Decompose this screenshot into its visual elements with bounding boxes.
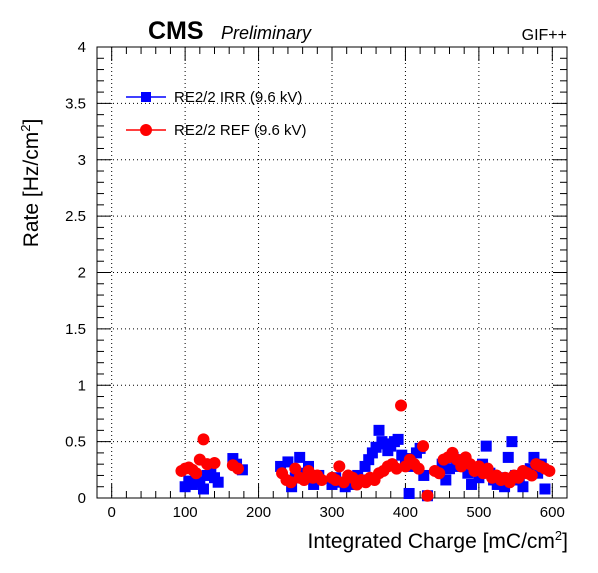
y-tick-label: 1.5 [65, 321, 86, 338]
y-tick-label: 0.5 [65, 434, 86, 451]
irr-data-point [539, 483, 551, 495]
x-tick-label: 600 [540, 504, 565, 521]
grid-lines [97, 46, 567, 499]
irr-data-point [275, 460, 287, 472]
irr-data-point [282, 456, 294, 468]
irr-data-point [212, 476, 224, 488]
irr-data-point [366, 447, 378, 459]
preliminary-label: Preliminary [221, 23, 312, 43]
cms-label: CMS [148, 17, 204, 45]
irr-data-point [308, 478, 320, 490]
ref-data-point [333, 460, 346, 473]
irr-data-point [528, 451, 540, 463]
irr-data-point [418, 469, 430, 481]
legend-irr-label: RE2/2 IRR (9.6 kV) [174, 89, 302, 106]
y-tick-label: 0 [78, 490, 86, 507]
irr-data-point [466, 478, 478, 490]
ref-data-point [289, 462, 302, 475]
ref-data-point [481, 462, 494, 475]
y-tick-label: 2.5 [65, 208, 86, 225]
ref-data-point [190, 467, 203, 480]
x-tick-label: 200 [246, 504, 271, 521]
irr-data-point [440, 474, 452, 486]
ref-data-point [315, 473, 328, 486]
ref-data-point [417, 440, 430, 453]
irr-data-point [473, 472, 485, 484]
y-axis-ticks: 0 0.5 1 1.5 2 2.5 3 3.5 4 [65, 39, 567, 507]
header-labels: CMS Preliminary GIF++ [148, 17, 567, 45]
irr-data-point [186, 478, 198, 490]
irr-data-point [462, 467, 474, 479]
x-tick-label: 0 [108, 504, 116, 521]
ref-data-point [412, 462, 425, 475]
irr-data-point [227, 453, 239, 465]
x-tick-label: 300 [319, 504, 344, 521]
irr-data-point [517, 481, 529, 493]
irr-data-point [403, 487, 415, 499]
ref-data-point [395, 399, 408, 412]
y-tick-label: 4 [78, 39, 86, 56]
x-tick-label: 500 [466, 504, 491, 521]
ref-data-point [543, 464, 556, 477]
axes [96, 46, 568, 499]
legend-ref-marker [140, 124, 152, 136]
irr-data-point [444, 463, 455, 475]
ref-data-point [421, 489, 434, 502]
plot-frame [96, 46, 568, 499]
facility-label: GIF++ [522, 27, 567, 44]
irr-data-point [179, 481, 191, 493]
legend-ref-label: RE2/2 REF (9.6 kV) [174, 122, 307, 139]
x-tick-label: 400 [393, 504, 418, 521]
irr-data-point [194, 476, 206, 488]
irr-data-point [370, 441, 382, 453]
y-tick-label: 1 [78, 377, 86, 394]
irr-data-point [532, 467, 544, 479]
irr-data-point [392, 433, 404, 445]
y-axis-title: Rate [Hz/cm2] [18, 119, 43, 248]
irr-data-point [379, 438, 391, 450]
irr-data-point [359, 460, 371, 472]
irr-data-point [363, 454, 375, 466]
legend-irr-marker [141, 92, 151, 102]
series-ref-markers [175, 399, 556, 502]
irr-data-point [480, 440, 492, 452]
irr-data-point [294, 451, 306, 463]
ref-data-point [208, 457, 221, 470]
ref-data-point [284, 476, 297, 489]
irr-data-point [197, 483, 209, 495]
y-tick-label: 3.5 [65, 95, 86, 112]
x-tick-label: 100 [173, 504, 198, 521]
irr-data-point [502, 451, 514, 463]
x-axis-ticks: 0 100 200 300 400 500 600 [96, 47, 568, 521]
y-tick-label: 3 [78, 152, 86, 169]
irr-data-point [506, 436, 518, 448]
x-axis-title: Integrated Charge [mC/cm2] [307, 528, 568, 553]
ref-data-point [197, 433, 210, 446]
ref-data-point [433, 467, 446, 480]
legend: RE2/2 IRR (9.6 kV) RE2/2 REF (9.6 kV) [126, 89, 307, 139]
ref-data-point [232, 462, 244, 475]
y-tick-label: 2 [78, 265, 86, 282]
irr-data-point [499, 481, 511, 493]
irr-data-point [373, 424, 385, 436]
ref-data-point [525, 469, 538, 482]
